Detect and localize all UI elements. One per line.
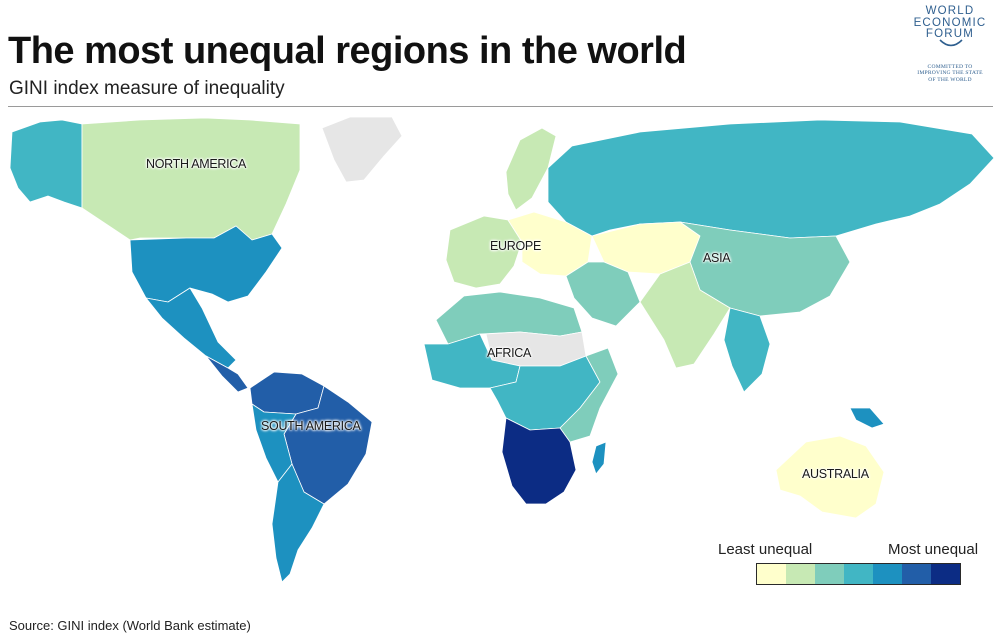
region-western-europe [445, 215, 523, 289]
legend-color-scale [756, 563, 961, 585]
legend-swatch-7 [931, 564, 960, 584]
page-title: The most unequal regions in the world [8, 30, 687, 72]
legend-swatch-4 [844, 564, 873, 584]
legend-swatch-1 [757, 564, 786, 584]
legend-swatch-3 [815, 564, 844, 584]
legend-swatch-2 [786, 564, 815, 584]
region-greenland [321, 116, 403, 183]
world-map [9, 116, 995, 583]
page-subtitle: GINI index measure of inequality [9, 78, 285, 99]
logo-line-1: WORLD [925, 5, 975, 17]
legend-high-label: Most unequal [888, 541, 979, 558]
region-east-africa [559, 347, 619, 443]
header-divider [8, 106, 993, 107]
region-southern-africa [501, 417, 577, 505]
legend-low-label: Least unequal [718, 541, 813, 558]
legend-swatch-5 [873, 564, 902, 584]
source-note: Source: GINI index (World Bank estimate) [9, 618, 251, 633]
legend-swatch-6 [902, 564, 931, 584]
region-new-guinea [849, 407, 885, 429]
logo-arc-icon [939, 39, 963, 47]
region-central-america [205, 355, 249, 393]
wef-logo: WORLD ECONOMIC FORUM COMMITTED TO IMPROV… [904, 5, 996, 90]
label-north-america: NORTH AMERICA [146, 157, 247, 171]
label-asia: ASIA [703, 251, 731, 265]
label-south-america: SOUTH AMERICA [261, 419, 361, 433]
label-africa: AFRICA [487, 346, 532, 360]
logo-tagline-2: IMPROVING THE STATE [917, 70, 983, 76]
region-canada [81, 117, 301, 241]
region-southeast-asia [723, 307, 771, 393]
logo-line-3: FORUM [925, 28, 975, 40]
logo-line-2: ECONOMIC [913, 16, 987, 29]
region-india [639, 261, 731, 369]
region-mexico [145, 287, 237, 369]
region-madagascar [591, 441, 607, 475]
region-alaska [9, 119, 83, 209]
region-south-america-north [249, 371, 325, 415]
region-russia [547, 119, 995, 239]
label-europe: EUROPE [490, 239, 541, 253]
region-australia [775, 435, 885, 519]
label-australia: AUSTRALIA [802, 467, 869, 481]
region-southern-cone [271, 463, 325, 583]
logo-tagline-1: COMMITTED TO [927, 63, 973, 70]
logo-tagline-3: OF THE WORLD [928, 76, 972, 83]
